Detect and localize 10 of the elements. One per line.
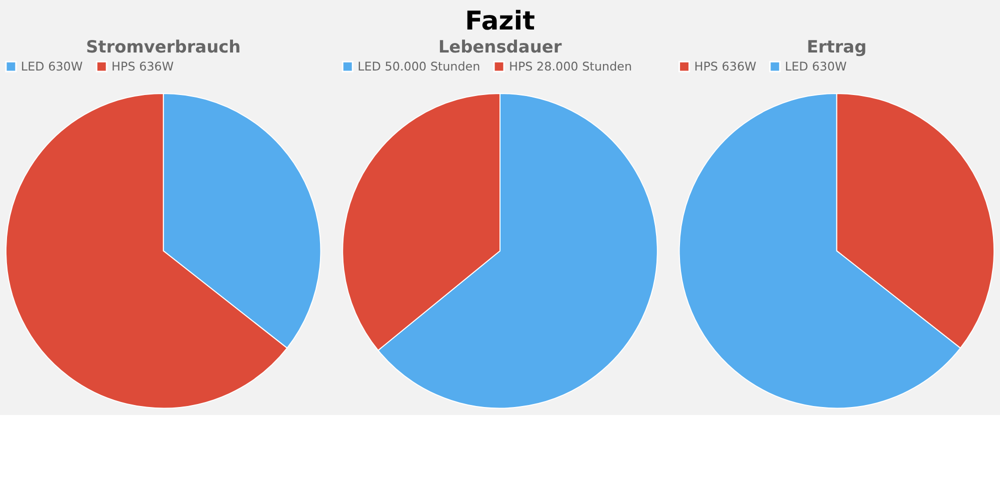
legend-label: LED 630W	[784, 60, 847, 74]
legend-label: HPS 636W	[694, 60, 757, 74]
legend-label: HPS 28.000 Stunden	[508, 60, 632, 74]
chart-title: Stromverbrauch	[86, 36, 241, 57]
chart-title: Lebensdauer	[438, 36, 562, 57]
legend-label: HPS 636W	[112, 60, 174, 74]
chart-title: Ertrag	[806, 36, 867, 57]
legend-label: LED 630W	[20, 60, 83, 74]
legend-label: LED 50.000 Stunden	[358, 60, 480, 74]
text: Fazit	[465, 6, 535, 37]
